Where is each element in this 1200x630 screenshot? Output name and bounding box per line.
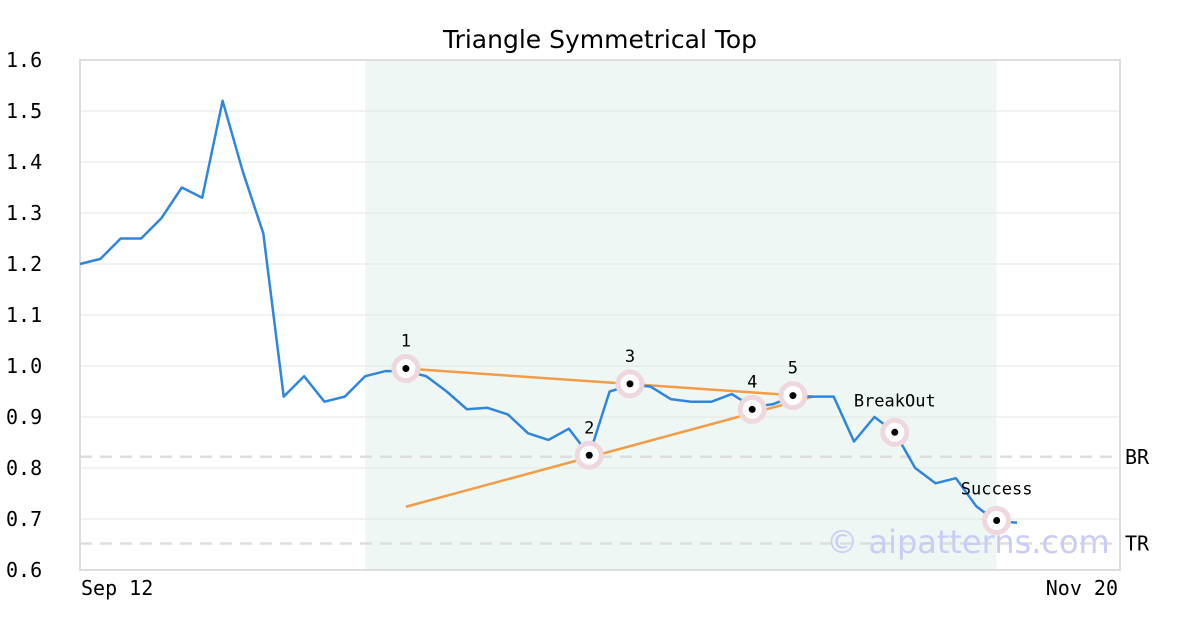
pattern-point-label: 5	[788, 359, 798, 379]
chart-title: Triangle Symmetrical Top	[442, 25, 757, 54]
pattern-point-label: Success	[961, 480, 1033, 500]
y-tick-label: 0.6	[6, 558, 42, 582]
y-tick-label: 1.3	[6, 201, 42, 225]
y-tick-label: 0.7	[6, 507, 42, 531]
pattern-point-label: BreakOut	[854, 391, 936, 411]
pattern-point-label: 4	[747, 372, 757, 392]
reference-line-label: BR	[1125, 445, 1150, 469]
x-tick-label: Sep 12	[81, 576, 153, 600]
plot-area: 1.6 1.5 1.4 1.3 1.2 1.1 1.0 0.9 0.8 0.7 0.6 Sep 12 N…	[6, 48, 1150, 600]
pattern-point	[993, 517, 1001, 525]
y-tick-label: 1.4	[6, 150, 42, 174]
y-tick-label: 0.9	[6, 405, 42, 429]
pattern-point	[585, 451, 593, 459]
y-tick-label: 1.2	[6, 252, 42, 276]
y-tick-label: 1.5	[6, 99, 42, 123]
y-tick-label: 1.6	[6, 48, 42, 72]
pattern-point	[748, 405, 756, 413]
pattern-point	[891, 428, 899, 436]
pattern-point	[789, 392, 797, 400]
pattern-point-label: 3	[625, 347, 635, 367]
watermark-text: © aipatterns.com	[826, 523, 1109, 561]
trendline	[405, 367, 814, 398]
y-tick-label: 0.8	[6, 456, 42, 480]
pattern-point	[402, 365, 410, 373]
plot-frame	[79, 59, 1121, 571]
pattern-point-label: 1	[401, 332, 411, 352]
price-series-line	[79, 99, 1018, 524]
pattern-point	[626, 380, 634, 388]
y-tick-label: 1.1	[6, 303, 42, 327]
x-tick-label: Nov 20	[1046, 576, 1118, 600]
pattern-point-label: 2	[584, 418, 594, 438]
y-tick-label: 1.0	[6, 354, 42, 378]
reference-line-label: TR	[1125, 531, 1150, 555]
